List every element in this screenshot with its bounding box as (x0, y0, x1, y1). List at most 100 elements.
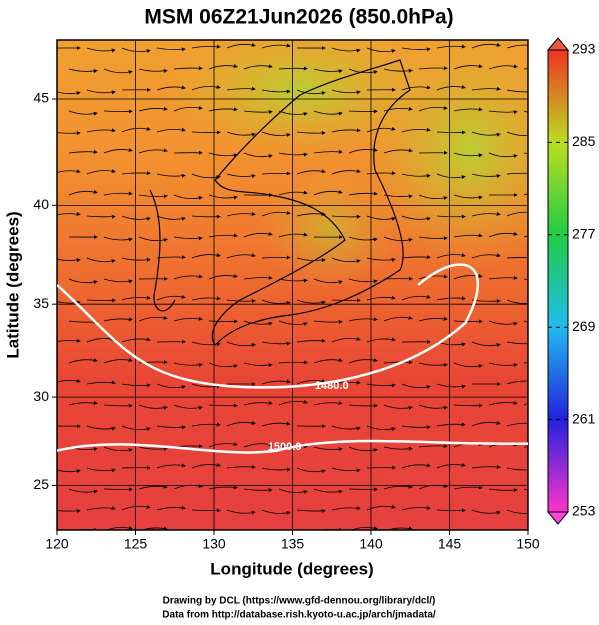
streamline (243, 275, 273, 280)
streamline (243, 231, 273, 238)
streamline (103, 68, 133, 75)
streamline (453, 64, 483, 70)
streamline (261, 299, 291, 305)
footer-line: Drawing by DCL (https://www.gfd-dennou.o… (163, 596, 436, 607)
streamline (366, 171, 396, 176)
streamline (103, 278, 133, 284)
streamline (191, 253, 221, 259)
streamline (121, 171, 151, 176)
streamline (418, 404, 448, 410)
streamline (57, 258, 81, 263)
streamline (208, 233, 238, 238)
streamline (57, 91, 81, 96)
streamline (156, 127, 186, 133)
streamline (191, 84, 221, 91)
streamline (401, 47, 431, 52)
streamline (453, 152, 483, 158)
streamline (418, 316, 448, 322)
streamline (57, 131, 81, 136)
streamline (401, 383, 431, 390)
streamline (226, 299, 256, 304)
streamline (506, 89, 528, 93)
contour-line (57, 439, 528, 454)
streamline (348, 358, 378, 364)
streamline (103, 148, 133, 154)
streamline (436, 85, 466, 91)
y-tick-label: 25 (33, 476, 49, 492)
streamline (331, 425, 361, 431)
streamline (261, 255, 291, 260)
streamline (243, 152, 273, 159)
streamline (366, 47, 396, 54)
y-tick-label: 30 (33, 388, 49, 404)
streamline (313, 401, 343, 406)
streamline (105, 525, 133, 530)
streamline (313, 319, 343, 324)
streamline (226, 341, 256, 348)
streamline (208, 362, 238, 369)
streamline (488, 64, 518, 70)
streamline (313, 110, 343, 116)
streamline (103, 317, 133, 322)
colorbar-tick-label: 253 (572, 503, 596, 519)
streamline (471, 211, 501, 217)
streamline (471, 42, 501, 49)
streamline (173, 404, 203, 410)
streamline (86, 467, 116, 473)
streamline (86, 47, 116, 53)
streamline (488, 110, 518, 115)
streamline (313, 68, 343, 74)
x-tick-label: 145 (438, 536, 462, 552)
x-tick-label: 135 (281, 536, 305, 552)
streamline (296, 212, 326, 217)
streamline (453, 319, 483, 324)
streamline (331, 214, 361, 219)
streamline (418, 194, 448, 201)
streamline (68, 358, 98, 364)
streamline (226, 509, 256, 515)
streamline (156, 255, 186, 260)
streamline (243, 488, 273, 493)
streamline (68, 68, 98, 74)
streamline (296, 131, 326, 136)
streamline (208, 485, 238, 490)
streamline (156, 463, 186, 469)
streamline (57, 211, 81, 216)
streamline (243, 400, 273, 406)
streamline (191, 341, 221, 347)
streamline (506, 131, 528, 136)
streamline (296, 257, 326, 263)
streamline (523, 278, 528, 281)
streamline (383, 148, 413, 154)
x-tick-label: 125 (124, 536, 148, 552)
streamline (401, 127, 431, 133)
streamline (436, 253, 466, 259)
streamline (138, 446, 168, 451)
streamline (278, 232, 308, 238)
streamline (121, 47, 151, 54)
streamline (296, 169, 326, 175)
streamline (383, 404, 413, 410)
streamline (278, 66, 308, 71)
streamline (208, 107, 238, 112)
streamline (156, 173, 186, 178)
streamline (348, 403, 378, 408)
streamline (331, 128, 361, 133)
streamline (383, 194, 413, 199)
streamline (278, 152, 308, 157)
streamline (296, 508, 326, 513)
streamline (226, 42, 256, 49)
streamline (383, 484, 413, 490)
streamline (401, 85, 431, 91)
streamline (121, 295, 151, 301)
streamlines (57, 42, 528, 530)
streamline (68, 401, 98, 406)
streamline (366, 337, 396, 343)
streamline (383, 315, 413, 322)
x-axis-label: Longitude (degrees) (210, 559, 373, 578)
streamline (366, 425, 396, 432)
streamline (261, 43, 291, 49)
streamline (156, 425, 186, 430)
streamline (191, 44, 221, 49)
